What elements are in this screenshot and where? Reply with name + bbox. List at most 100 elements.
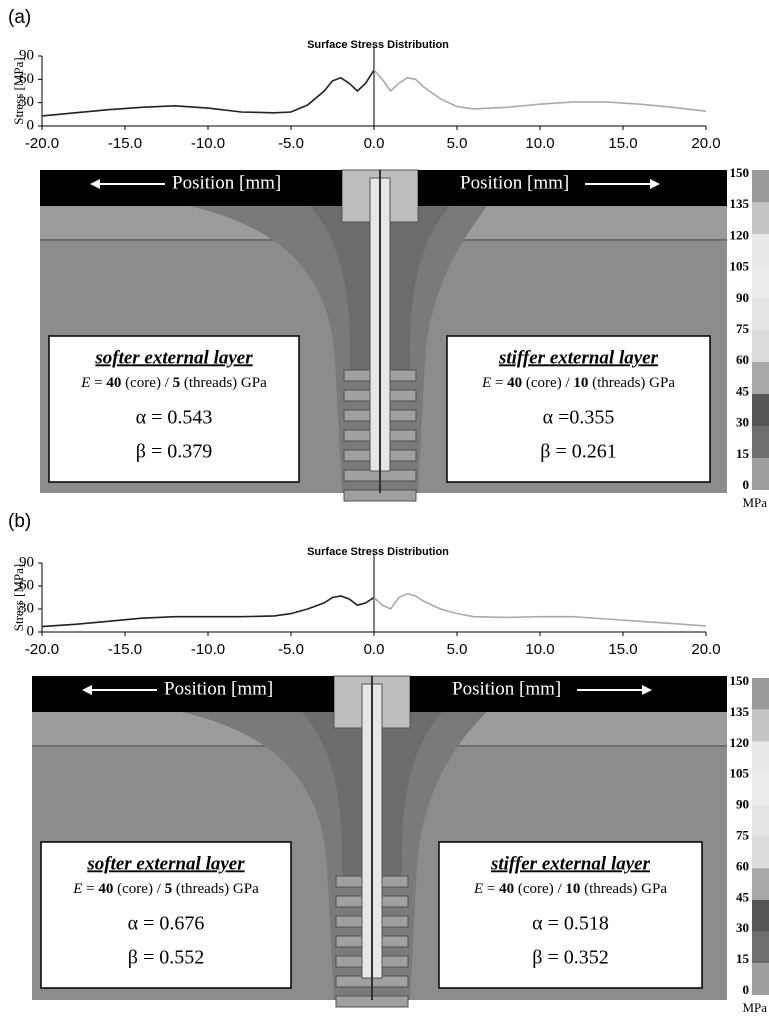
modulus-part: = — [491, 375, 507, 391]
y-axis-title: Stress [MPa] — [11, 564, 26, 632]
x-tick-label: 20.0 — [691, 135, 720, 152]
box-title: softer external layer — [94, 347, 253, 368]
colorbar-segment — [752, 458, 769, 490]
position-label: Position [mm] — [172, 172, 281, 193]
arrow-head — [82, 685, 92, 695]
modulus-part: 10 — [565, 881, 580, 897]
beta-value: β = 0.261 — [540, 441, 616, 463]
modulus-part: 5 — [173, 375, 181, 391]
modulus-part: E — [72, 881, 82, 897]
x-tick-label: -5.0 — [278, 135, 304, 152]
x-tick-label: 0.0 — [364, 135, 385, 152]
position-label: Position [mm] — [460, 172, 569, 193]
colorbar-tick-label: 75 — [736, 827, 750, 842]
x-tick-label: 10.0 — [525, 135, 554, 152]
modulus-part: (core) / — [121, 375, 172, 391]
modulus-part: 5 — [165, 881, 173, 897]
colorbar-tick-label: 90 — [736, 290, 749, 305]
x-tick-label: -20.0 — [25, 135, 59, 152]
annotation-box — [48, 335, 300, 483]
colorbar-tick-label: 150 — [730, 673, 750, 688]
chart-title: Surface Stress Distribution — [307, 39, 449, 51]
colorbar-tick-label: 150 — [730, 165, 750, 180]
panel-label: (a) — [8, 7, 31, 28]
colorbar-tick-label: 45 — [736, 889, 750, 904]
alpha-value: α = 0.518 — [532, 913, 609, 935]
x-tick-label: -15.0 — [108, 135, 142, 152]
colorbar-segment — [752, 804, 769, 837]
modulus-part: (threads) GPa — [580, 881, 667, 897]
x-tick-label: 20.0 — [691, 641, 720, 658]
modulus-part: = — [90, 375, 106, 391]
x-tick-label: -15.0 — [108, 641, 142, 658]
black-band — [410, 676, 727, 712]
colorbar-segment — [752, 773, 769, 805]
colorbar-tick-label: 75 — [736, 321, 750, 336]
colorbar-tick-label: 120 — [730, 227, 750, 242]
y-tick-label: 30 — [19, 600, 34, 616]
y-tick-label: 60 — [19, 577, 34, 593]
colorbar-segment — [752, 899, 769, 932]
modulus-part: E — [80, 375, 90, 391]
y-tick-label: 0 — [27, 623, 35, 639]
colorbar-segment — [752, 931, 769, 964]
x-tick-label: -10.0 — [191, 641, 225, 658]
colorbar-unit: MPa — [742, 1000, 767, 1015]
x-tick-label: 5.0 — [447, 135, 468, 152]
box-title: softer external layer — [86, 853, 245, 874]
beta-value: β = 0.379 — [136, 441, 212, 463]
black-band — [418, 170, 727, 206]
colorbar-tick-label: 45 — [736, 383, 750, 398]
beta-value: β = 0.352 — [532, 947, 608, 969]
colorbar-segment — [752, 298, 769, 330]
colorbar-segment — [752, 330, 769, 362]
modulus-line: E = 40 (core) / 5 (threads) GPa — [80, 375, 267, 391]
chart-title: Surface Stress Distribution — [307, 546, 449, 558]
colorbar-tick-label: 15 — [736, 446, 750, 461]
annotation-box — [40, 841, 292, 989]
annotation-box — [438, 841, 703, 989]
modulus-line: E = 40 (core) / 10 (threads) GPa — [473, 881, 667, 897]
colorbar-tick-label: 0 — [743, 477, 750, 492]
colorbar-tick-label: 0 — [743, 982, 750, 997]
annotation-box — [446, 335, 711, 483]
modulus-part: = — [483, 881, 499, 897]
modulus-part: (threads) GPa — [180, 375, 267, 391]
modulus-part: 10 — [573, 375, 588, 391]
arrow-head — [642, 685, 652, 695]
stress-line — [373, 592, 707, 627]
y-tick-label: 90 — [19, 554, 34, 570]
y-axis-title: Stress [MPa] — [11, 57, 26, 125]
modulus-part: (threads) GPa — [172, 881, 259, 897]
fe-stress-zone — [182, 712, 487, 1000]
modulus-part: (core) / — [113, 881, 164, 897]
alpha-value: α = 0.543 — [136, 407, 213, 429]
arrow-head — [90, 179, 100, 189]
modulus-part: (core) / — [522, 375, 573, 391]
x-tick-label: 15.0 — [608, 135, 637, 152]
colorbar-tick-label: 30 — [736, 920, 749, 935]
colorbar-segment — [752, 836, 769, 869]
x-tick-label: 15.0 — [608, 641, 637, 658]
colorbar-tick-label: 135 — [730, 704, 750, 719]
modulus-part: = — [82, 881, 98, 897]
colorbar-segment — [752, 202, 769, 234]
colorbar-segment — [752, 709, 769, 742]
colorbar-tick-label: 60 — [736, 352, 749, 367]
colorbar-unit: MPa — [742, 495, 767, 510]
modulus-part: (core) / — [514, 881, 565, 897]
position-label: Position [mm] — [452, 678, 561, 699]
colorbar-segment — [752, 362, 769, 394]
stress-line — [373, 69, 707, 112]
colorbar-tick-label: 105 — [730, 766, 750, 781]
colorbar-segment — [752, 426, 769, 458]
modulus-line: E = 40 (core) / 10 (threads) GPa — [481, 375, 675, 391]
modulus-part: 40 — [106, 375, 121, 391]
modulus-part: E — [481, 375, 491, 391]
panel-label: (b) — [8, 511, 31, 532]
colorbar-tick-label: 15 — [736, 951, 750, 966]
colorbar-segment — [752, 678, 769, 710]
x-tick-label: -20.0 — [25, 641, 59, 658]
stress-line — [41, 69, 375, 117]
